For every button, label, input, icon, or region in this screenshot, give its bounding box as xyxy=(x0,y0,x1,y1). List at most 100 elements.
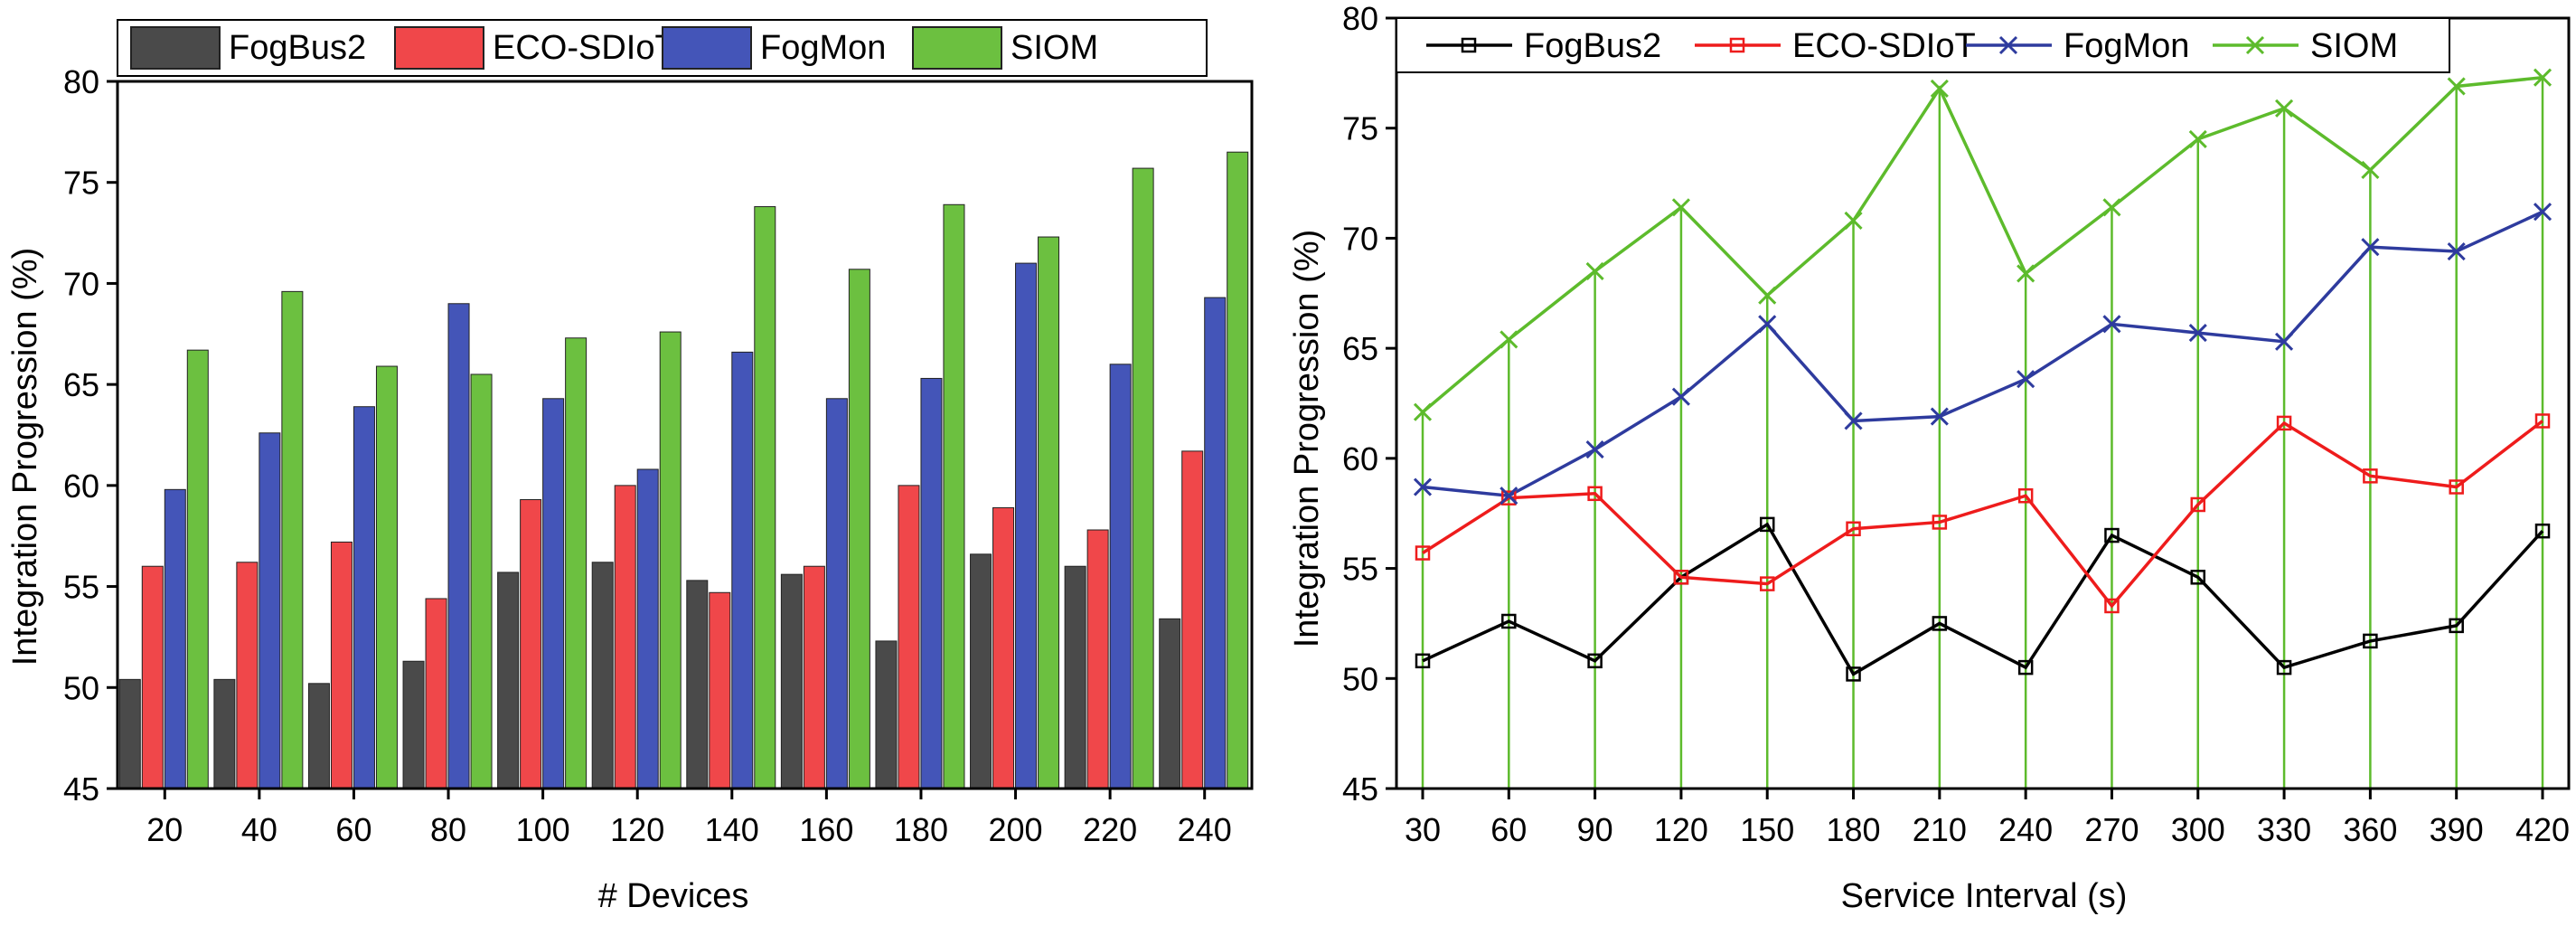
bar-fogmon-20 xyxy=(164,488,186,789)
marker-stroke xyxy=(1500,330,1518,349)
legend-item-fogmon: FogMon xyxy=(1966,27,2189,65)
x-tick-label: 240 xyxy=(1178,811,1232,848)
y-tick-label: 75 xyxy=(1342,110,1378,147)
point-siom-90 xyxy=(1585,261,1604,281)
legend-item-eco-sdiot: ECO-SDIoT xyxy=(1695,27,1976,65)
point-fogmon-390 xyxy=(2447,241,2466,261)
marker-stroke xyxy=(1930,407,1949,426)
bar-marks xyxy=(118,151,1249,789)
marker-stroke xyxy=(1844,211,1863,231)
bar-chart-devices: 45 50 55 60 65 70 75 80 20 40 60 80 100 120 140 160 180… xyxy=(6,19,1254,915)
y-tick-label: 50 xyxy=(63,669,99,706)
bar-fogmon-160 xyxy=(825,398,848,789)
x-tick-label: 60 xyxy=(1490,811,1527,848)
marker-stroke xyxy=(1998,35,2018,55)
x-tick-label: 180 xyxy=(894,811,948,848)
point-fogmon-300 xyxy=(2188,324,2207,343)
point-eco-sdiot-210 xyxy=(1932,515,1948,530)
bar-fogbus2-120 xyxy=(591,562,614,789)
y-tick-label: 65 xyxy=(63,366,99,403)
bar-siom-80 xyxy=(470,373,493,789)
marker-stroke xyxy=(2017,264,2035,283)
line-fogmon xyxy=(1422,210,2543,498)
marker-stroke xyxy=(2361,160,2380,180)
point-siom-390 xyxy=(2447,77,2466,96)
legend-item-siom: SIOM xyxy=(2213,27,2398,65)
legend-label: ECO-SDIoT xyxy=(1792,27,1976,65)
x-tick-label: 390 xyxy=(2430,811,2484,848)
marker-stroke xyxy=(2533,203,2552,222)
bar-eco-sdiot-80 xyxy=(425,598,447,789)
point-eco-sdiot-390 xyxy=(2449,479,2464,495)
x-tick-label: 220 xyxy=(1083,811,1137,848)
series-lines xyxy=(1421,75,2544,676)
point-siom-330 xyxy=(2275,99,2294,118)
marker-stroke xyxy=(2275,99,2294,118)
x-tick-label: 200 xyxy=(989,811,1043,848)
bar-fogbus2-20 xyxy=(118,678,141,789)
line-fogbus2 xyxy=(1422,522,2544,676)
plot-frame xyxy=(116,80,1254,790)
legend-swatch-fogmon xyxy=(662,26,752,70)
bar-eco-sdiot-240 xyxy=(1181,450,1204,789)
bar-siom-240 xyxy=(1227,151,1249,789)
bar-eco-sdiot-20 xyxy=(141,565,164,789)
legend-marker xyxy=(1998,35,2018,55)
x-tick-label: 160 xyxy=(799,811,853,848)
bar-siom-60 xyxy=(375,365,398,789)
bar-siom-140 xyxy=(754,206,776,789)
x-tick-label: 240 xyxy=(1998,811,2053,848)
line-eco-sdiot xyxy=(1422,420,2544,609)
marker-stroke xyxy=(2102,198,2121,217)
bar-fogbus2-80 xyxy=(402,660,425,789)
x-tick-label: 20 xyxy=(146,811,183,848)
point-siom-150 xyxy=(1758,286,1777,305)
x-axis-label: # Devices xyxy=(598,877,749,915)
marker-stroke xyxy=(2361,238,2380,257)
marker-stroke xyxy=(2447,77,2466,96)
line-siom xyxy=(1421,75,2543,414)
bar-siom-120 xyxy=(659,331,682,789)
point-fogbus2-180 xyxy=(1846,666,1861,682)
point-fogmon-180 xyxy=(1844,411,1863,430)
legend-label-eco-sdiot: ECO-SDIoT xyxy=(493,29,676,67)
y-tick-label: 60 xyxy=(1342,440,1378,477)
bar-fogmon-120 xyxy=(636,468,659,789)
bar-eco-sdiot-100 xyxy=(520,498,542,789)
bar-eco-sdiot-120 xyxy=(614,485,636,789)
bar-eco-sdiot-140 xyxy=(709,591,731,789)
x-tick-label: 150 xyxy=(1740,811,1794,848)
point-eco-sdiot-240 xyxy=(2017,487,2034,504)
legend-label: FogMon xyxy=(2064,27,2189,65)
x-tick-label: 270 xyxy=(2084,811,2139,848)
legend-swatch-siom xyxy=(912,26,1002,70)
legend-marker xyxy=(1729,37,1745,53)
y-tick-label: 50 xyxy=(1342,660,1378,697)
point-fogbus2-300 xyxy=(2190,570,2206,585)
x-axis-ticks: 30 60 90 120 150 180 210 240 270 300 330 360 390 420 xyxy=(1405,789,2570,848)
point-fogbus2-360 xyxy=(2363,633,2378,649)
marker-stroke xyxy=(2533,68,2552,87)
bar-fogmon-40 xyxy=(259,432,281,789)
marker-stroke xyxy=(2447,241,2466,261)
legend: FogBus2 ECO-SDIoT FogMon SIOM xyxy=(117,19,1208,77)
x-axis-label: Service Interval (s) xyxy=(1841,877,2128,915)
bar-siom-160 xyxy=(848,269,870,789)
point-siom-240 xyxy=(2017,264,2035,283)
bar-eco-sdiot-40 xyxy=(236,562,259,789)
marker-stroke xyxy=(1585,440,1604,459)
x-tick-label: 300 xyxy=(2171,811,2225,848)
bar-fogmon-220 xyxy=(1109,364,1132,789)
bar-eco-sdiot-220 xyxy=(1086,529,1109,789)
y-axis-ticks: 45 50 55 60 65 70 75 80 xyxy=(1342,0,1396,808)
point-fogmon-270 xyxy=(2102,315,2121,334)
line-chart-service-interval: 45 50 55 60 65 70 75 80 30 60 90 120 150 180 210 240 27… xyxy=(1288,0,2571,915)
y-tick-label: 70 xyxy=(1342,220,1378,257)
point-eco-sdiot-30 xyxy=(1415,545,1431,561)
legend-marker xyxy=(2245,35,2265,55)
y-tick-label: 80 xyxy=(1342,0,1378,37)
marker-stroke xyxy=(2245,35,2265,55)
marker-stroke xyxy=(1930,79,1949,98)
bar-fogbus2-220 xyxy=(1064,565,1086,789)
bar-fogmon-140 xyxy=(731,351,754,789)
